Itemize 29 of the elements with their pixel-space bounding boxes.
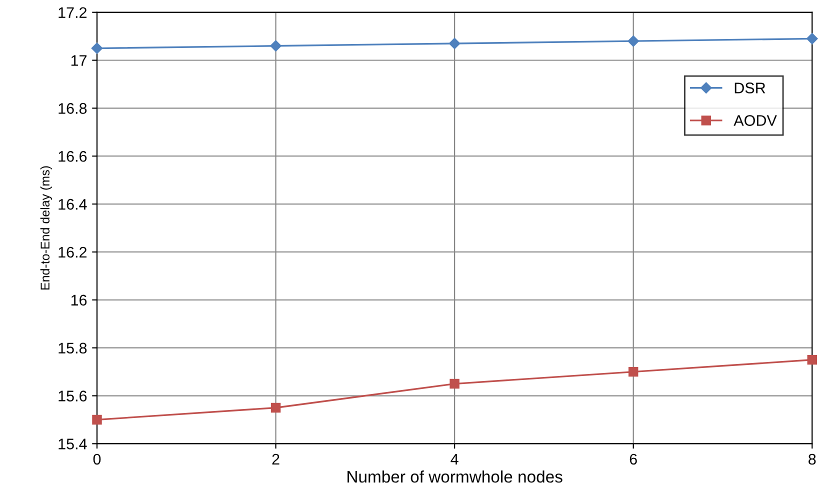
point	[806, 33, 818, 44]
y-tick-label: 16.6	[58, 150, 87, 162]
point	[807, 354, 817, 365]
point	[628, 35, 639, 47]
point	[270, 40, 282, 52]
point	[450, 378, 460, 389]
point	[91, 42, 103, 54]
y-tick-label: 17.2	[58, 7, 87, 18]
x-tick-label: 0	[93, 454, 101, 465]
legend-label: AODV	[734, 115, 777, 126]
y-tick-label: 15.8	[58, 342, 87, 354]
legend-label: DSR	[734, 82, 766, 94]
y-tick-label: 16.8	[58, 103, 87, 114]
point	[270, 402, 281, 413]
point	[92, 414, 102, 425]
x-tick-label: 6	[630, 454, 637, 465]
y-tick-label: 15.6	[58, 390, 87, 402]
y-tick-label: 16	[71, 294, 87, 306]
point	[448, 38, 460, 50]
point	[628, 366, 638, 377]
x-tick-label: 2	[272, 454, 280, 464]
y-tick-label: 17	[71, 55, 87, 66]
x-axis-title: Number of wormwhole nodes	[348, 470, 562, 483]
x-tick-label: 8	[808, 454, 816, 465]
x-tick-label: 4	[450, 454, 458, 464]
y-axis-title: End-to-End delay (ms)	[40, 166, 52, 290]
y-tick-label: 15.4	[58, 438, 87, 450]
y-tick-label: 16.4	[58, 198, 87, 210]
y-tick-label: 16.2	[58, 246, 87, 258]
